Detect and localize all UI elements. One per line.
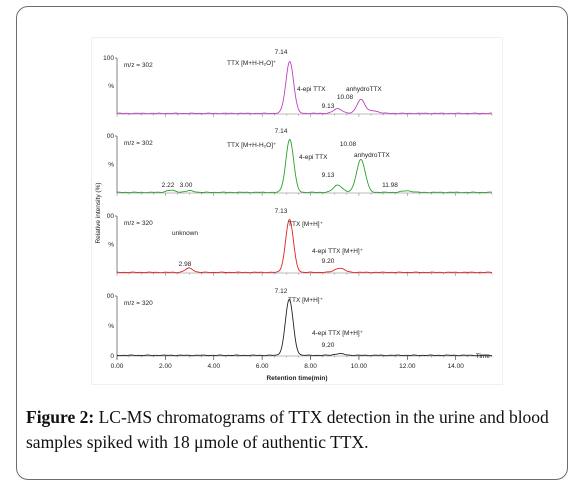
peak-label: anhydroTTX bbox=[346, 86, 382, 93]
peak-label: TTX [M+H-H₂O]⁺ bbox=[227, 60, 277, 67]
x-axis-title: Retention time(min) bbox=[266, 375, 327, 382]
peak-label: 7.14 bbox=[275, 128, 288, 135]
peak-label: 7.14 bbox=[275, 49, 288, 56]
peak-label: 7.12 bbox=[275, 288, 288, 295]
peak-label: 9.13 bbox=[322, 103, 335, 110]
peak-label: unknown bbox=[172, 230, 198, 237]
y-tick-label: 0 bbox=[110, 353, 114, 360]
peak-label: TTX [M+H-H₂O]⁺ bbox=[227, 142, 277, 149]
peak-label: 9.20 bbox=[322, 342, 335, 349]
peak-label: 10.08 bbox=[337, 94, 354, 101]
caption-text: LC-MS chromatograms of TTX detection in … bbox=[26, 407, 549, 452]
x-tick-label: 10.00 bbox=[351, 363, 368, 370]
peak-label: TTX [M+H]⁺ bbox=[288, 221, 324, 228]
peak-label: 10.08 bbox=[340, 141, 357, 148]
peak-label: TTX [M+H]⁺ bbox=[288, 297, 324, 304]
peak-label: 4-epi TTX [M+H]⁺ bbox=[312, 330, 364, 337]
x-tick-label: 8.00 bbox=[304, 363, 317, 370]
figure-caption: Figure 2: LC-MS chromatograms of TTX det… bbox=[26, 405, 566, 455]
trace-line-p4 bbox=[116, 298, 493, 357]
y-tick-label: 00 bbox=[107, 213, 115, 220]
chromatogram-plot: 100% m/z = 302 7.14 TTX [M+H-H₂O]⁺ 4-epi TTX… bbox=[92, 38, 502, 384]
y-tick-label: 00 bbox=[107, 133, 115, 140]
peak-label: 4-epi TTX bbox=[299, 154, 328, 161]
y-tick-label: % bbox=[108, 162, 114, 169]
x-tick-label: 2.00 bbox=[159, 363, 172, 370]
peak-label: 2.98 bbox=[179, 261, 192, 268]
x-tick-label: 14.00 bbox=[448, 363, 465, 370]
trace-line-p2 bbox=[116, 138, 493, 194]
x-tick-label: 6.00 bbox=[256, 363, 269, 370]
y-tick-label: % bbox=[108, 323, 114, 330]
x-tick-label: 4.00 bbox=[207, 363, 220, 370]
y-tick-label: 100 bbox=[103, 55, 114, 62]
trace-line-p1 bbox=[116, 60, 493, 115]
mz-label: m/z = 320 bbox=[124, 300, 153, 307]
y-tick-label: % bbox=[108, 83, 114, 90]
y-tick-label: % bbox=[108, 242, 114, 249]
mz-label: m/z = 320 bbox=[124, 220, 153, 227]
trace-line-p3 bbox=[116, 218, 493, 274]
peak-label: 3.00 bbox=[180, 182, 193, 189]
y-tick-label: 00 bbox=[107, 293, 115, 300]
mz-label: m/z = 302 bbox=[124, 140, 153, 147]
peak-label: 9.20 bbox=[322, 258, 335, 265]
mz-label: m/z = 302 bbox=[124, 62, 153, 69]
y-axis-title: Relative intensity (%) bbox=[95, 182, 102, 243]
caption-label: Figure 2: bbox=[26, 407, 95, 427]
chromatogram-svg: 100% m/z = 302 7.14 TTX [M+H-H₂O]⁺ 4-epi TTX… bbox=[95, 49, 493, 382]
x-unit-label: Time bbox=[476, 353, 491, 360]
peak-label: 11.98 bbox=[382, 182, 398, 189]
peak-label: 4-epi TTX bbox=[297, 86, 326, 93]
peak-label: 4-epi TTX [M+H]⁺ bbox=[312, 248, 364, 255]
x-tick-label: 0.00 bbox=[111, 363, 124, 370]
peak-label: 2.22 bbox=[162, 182, 175, 189]
peak-label: anhydroTTX bbox=[354, 152, 390, 159]
peak-label: 9.13 bbox=[322, 172, 335, 179]
x-tick-label: 12.00 bbox=[399, 363, 416, 370]
peak-label: 7.13 bbox=[275, 208, 288, 215]
